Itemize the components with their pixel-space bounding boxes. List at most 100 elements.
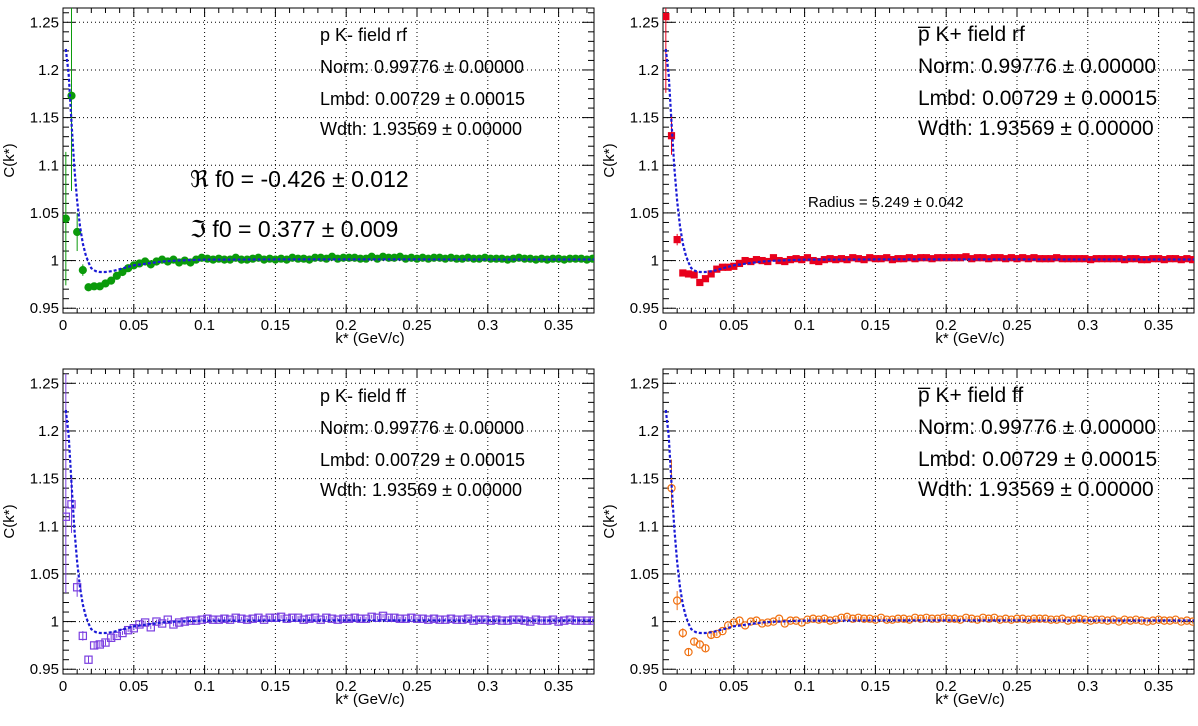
plot-frame	[62, 7, 595, 314]
y-tick-label: 1.05	[30, 566, 59, 583]
data-point	[1138, 256, 1146, 264]
data-point	[859, 614, 869, 623]
data-point	[933, 614, 942, 623]
y-tick-label: 1.1	[638, 518, 659, 535]
data-point	[951, 254, 959, 262]
y-tick-label: 1.05	[630, 205, 659, 222]
data-point	[961, 613, 971, 622]
panel-title: p K- field ff	[320, 386, 407, 406]
data-point	[984, 614, 993, 623]
data-point	[89, 641, 99, 650]
x-tick-label: 0.1	[794, 317, 815, 334]
data-area	[663, 8, 1194, 287]
y-axis-label: C(k*)	[601, 143, 618, 177]
chart-panel-4: 0 0.05 0.1 0.15 0.2 0.25 0.3 0.35 0.95 1 1.05 1.1 1.…	[601, 368, 1195, 708]
data-point	[72, 583, 82, 592]
data-point	[1075, 614, 1084, 623]
x-tick-label: 0.3	[477, 317, 498, 334]
data-point	[973, 254, 981, 262]
data-point	[106, 633, 116, 642]
data-point	[1029, 614, 1039, 623]
data-point	[927, 614, 937, 623]
fit-annotation: Lmbd: 0.00729 ± 0.00015	[918, 448, 1157, 471]
data-point	[1035, 614, 1044, 623]
data-point	[899, 614, 908, 623]
data-point	[815, 257, 823, 266]
data-area	[664, 409, 1194, 657]
data-point	[78, 266, 87, 275]
x-tick-label: 0.35	[1144, 678, 1173, 695]
x-tick-label: 0.3	[477, 678, 498, 695]
data-point	[990, 254, 998, 262]
data-point	[996, 254, 1004, 262]
data-point	[820, 614, 829, 623]
x-axis-label: k* (GeV/c)	[935, 330, 1004, 347]
data-point	[1098, 255, 1106, 263]
data-point	[888, 256, 896, 264]
plot-frame	[662, 368, 1195, 675]
data-point	[922, 613, 931, 622]
data-point	[695, 640, 705, 649]
data-point	[876, 613, 886, 622]
x-tick-label: 0.15	[261, 317, 290, 334]
fit-annotation: Norm: 0.99776 ± 0.00000	[320, 57, 524, 77]
y-tick-label: 0.95	[30, 300, 59, 317]
extra-annotation: ℑ f0 = 0.377 ± 0.009	[190, 216, 398, 242]
x-tick-label: 0.05	[119, 317, 148, 334]
data-point	[395, 614, 405, 623]
fit-curve	[664, 409, 1194, 635]
data-point	[701, 644, 710, 653]
chart-panel-3: 0 0.05 0.1 0.15 0.2 0.25 0.3 0.35 0.95 1 1.05 1.1 1.…	[1, 368, 595, 708]
x-tick-label: 0.15	[261, 678, 290, 695]
x-tick-label: 0.2	[336, 317, 357, 334]
y-tick-label: 1.1	[38, 157, 59, 174]
data-point	[123, 625, 133, 635]
data-point	[741, 256, 749, 265]
x-tick-label: 0	[59, 678, 67, 695]
data-point	[1188, 256, 1194, 264]
plot-frame	[662, 7, 1195, 314]
data-point	[837, 613, 846, 622]
grid	[663, 8, 1194, 313]
data-point	[1012, 614, 1022, 623]
data-point	[407, 613, 416, 622]
y-tick-label: 0.95	[630, 300, 659, 317]
data-point	[1041, 614, 1050, 623]
data-point	[1053, 254, 1061, 262]
data-point	[248, 614, 257, 623]
data-point	[84, 655, 93, 664]
data-point	[220, 614, 229, 623]
y-tick-label: 1.2	[638, 423, 659, 440]
y-tick-label: 1.05	[30, 205, 59, 222]
data-point	[696, 278, 704, 287]
x-tick-label: 0.35	[1144, 317, 1173, 334]
data-point	[837, 255, 846, 263]
x-tick-label: 0.2	[936, 317, 957, 334]
x-tick-label: 0.25	[1002, 317, 1031, 334]
data-point	[684, 647, 693, 657]
data-point	[401, 614, 410, 623]
data-point	[865, 614, 874, 623]
data-point	[701, 275, 710, 283]
y-tick-label: 1.25	[630, 14, 659, 31]
data-point	[1047, 255, 1055, 263]
x-tick-label: 0.1	[794, 678, 815, 695]
x-tick-label: 0.3	[1077, 317, 1098, 334]
data-point	[429, 614, 439, 623]
data-point	[758, 256, 766, 265]
data-point	[707, 270, 715, 278]
data-point	[672, 596, 682, 605]
data-point	[140, 618, 150, 627]
chart-panel-2: 0 0.05 0.1 0.15 0.2 0.25 0.3 0.35 0.95 1 1.05 1.1 1.…	[601, 7, 1195, 347]
data-point	[808, 614, 818, 623]
y-tick-label: 1	[651, 614, 659, 631]
data-point	[1092, 255, 1100, 263]
fit-annotation: Wdth: 1.93569 ± 0.00000	[918, 117, 1154, 140]
grid	[63, 369, 594, 674]
x-tick-label: 0.15	[861, 317, 890, 334]
data-point	[967, 614, 976, 623]
y-tick-label: 1.15	[630, 110, 659, 127]
grid	[63, 8, 594, 313]
data-point	[101, 638, 110, 647]
